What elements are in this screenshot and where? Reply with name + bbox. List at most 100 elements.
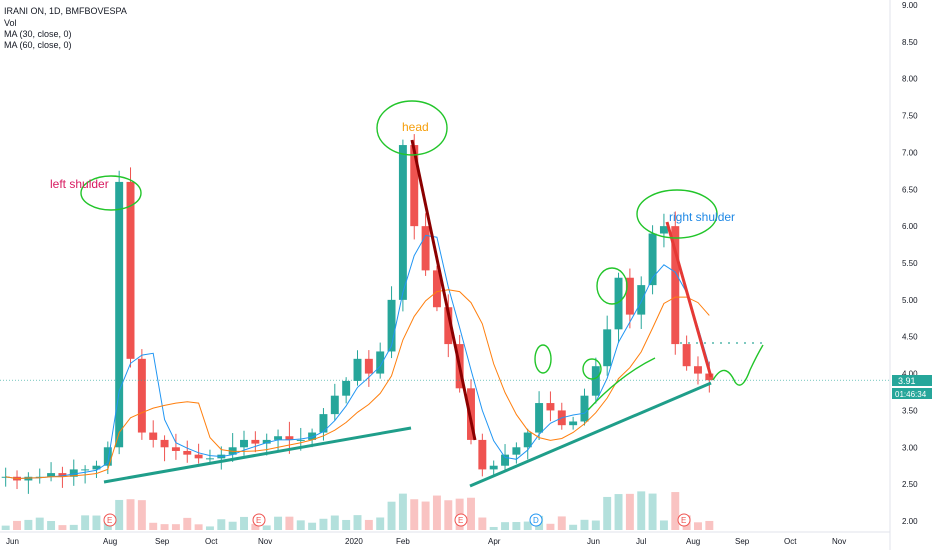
support-trendline-right (469, 381, 712, 488)
annotations: left shulder head right shulder (50, 120, 735, 224)
support-trendline-left (103, 426, 412, 484)
event-marker-label: E (681, 516, 686, 525)
candle-body (285, 436, 294, 440)
candle-body (432, 270, 441, 308)
y-tick-label: 6.50 (902, 185, 918, 194)
y-tick-label: 3.00 (902, 443, 918, 452)
circle-marker (376, 100, 448, 156)
y-tick-label: 5.00 (902, 296, 918, 305)
candle-body (625, 277, 634, 315)
volume-bar (308, 522, 317, 530)
y-axis: 9.00 8.50 8.00 7.50 7.00 6.50 6.00 5.50 5.00 4.50… (902, 1, 918, 526)
volume-bar (591, 520, 600, 530)
candle-body (103, 447, 112, 466)
volume-bar (671, 492, 680, 530)
volume-bar (603, 496, 612, 530)
candle-body (580, 395, 589, 422)
circle-marker (80, 175, 142, 211)
y-tick-label: 4.50 (902, 333, 918, 342)
volume-indicator-label[interactable]: Vol (4, 18, 17, 28)
volume-bar (410, 499, 419, 530)
event-marker-label: E (256, 516, 261, 525)
volume-bar (353, 515, 362, 530)
volume-bar (501, 522, 510, 530)
volume-bar (149, 522, 158, 530)
candle-body (194, 454, 203, 459)
candle-body (183, 450, 192, 455)
candle-body (274, 436, 283, 440)
candle-body (398, 145, 407, 300)
last-price-value: 3.91 (898, 376, 916, 386)
event-marker-label: D (533, 516, 539, 525)
volume-bar (240, 516, 248, 530)
volume-bar (160, 524, 169, 530)
volume-bar (694, 522, 702, 530)
candle-body (659, 226, 668, 234)
ma30-indicator-label[interactable]: MA (30, close, 0) (4, 29, 72, 39)
downtrend-line-right (665, 221, 713, 378)
candle-body (512, 447, 521, 455)
downtrend-line-head (410, 139, 477, 441)
y-tick-label: 5.50 (902, 259, 918, 268)
volume-bar (342, 519, 351, 530)
x-tick-label: Nov (258, 537, 272, 546)
volume-bar (580, 519, 589, 530)
event-marker-icon (103, 513, 117, 527)
candles (1, 134, 714, 494)
event-marker-icon (454, 513, 468, 527)
volume-bar (398, 493, 407, 530)
candle-body (671, 226, 680, 345)
volume-bar (387, 501, 396, 530)
x-tick-label: 2020 (345, 537, 363, 546)
volume-bar (330, 515, 339, 530)
candle-body (137, 358, 146, 433)
candle-body (69, 469, 78, 477)
y-tick-label: 4.00 (902, 370, 918, 379)
candle-body (489, 465, 498, 470)
countdown-value: 01:46:34 (895, 390, 927, 399)
volume-bar (478, 517, 487, 530)
volume-bar (81, 515, 90, 530)
candle-body (92, 465, 101, 470)
candle-body (410, 145, 419, 227)
volume-bar (523, 521, 532, 530)
candle-body (705, 373, 714, 381)
circle-marker (534, 344, 552, 374)
candle-body (240, 439, 248, 448)
volume-bar (58, 525, 67, 530)
ma60-indicator-label[interactable]: MA (60, close, 0) (4, 40, 72, 50)
volume-bar (126, 499, 135, 530)
event-marker-icon (677, 513, 691, 527)
volume-bar (364, 519, 373, 530)
candle-body (682, 344, 691, 367)
volume-bar (546, 523, 555, 530)
candle-body (648, 233, 657, 286)
circle-marker (582, 358, 602, 380)
candle-body (171, 447, 180, 451)
candle-body (603, 329, 612, 367)
annotation-left-shoulder: left shulder (50, 177, 109, 191)
event-marker-label: E (458, 516, 463, 525)
candle-body (614, 277, 623, 330)
candle-body (535, 403, 544, 433)
volume-bar (512, 522, 521, 530)
symbol-title: IRANI ON, 1D, BMFBOVESPA (4, 6, 127, 16)
candle-body (24, 476, 33, 481)
y-tick-label: 2.00 (902, 517, 918, 526)
x-tick-label: Sep (155, 537, 170, 546)
candle-body (376, 351, 385, 374)
x-tick-label: Oct (784, 537, 797, 546)
annotation-right-shoulder: right shulder (669, 210, 735, 224)
x-tick-label: Oct (205, 537, 218, 546)
event-marker-icon (529, 513, 543, 527)
x-tick-label: Nov (832, 537, 846, 546)
volume-bar (376, 517, 385, 530)
volume-bar (421, 501, 430, 530)
candle-body (251, 439, 260, 444)
candle-body (523, 432, 532, 448)
volume-bar (296, 520, 305, 530)
candle-body (387, 299, 396, 352)
